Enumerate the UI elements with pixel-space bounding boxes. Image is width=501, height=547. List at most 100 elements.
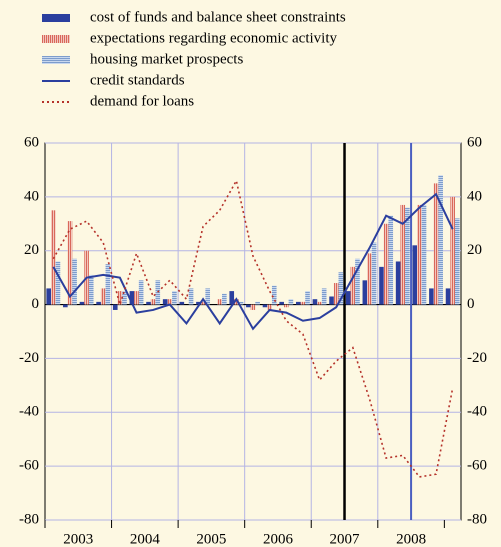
y2-tick-label: 0 xyxy=(467,296,475,312)
bar xyxy=(167,299,173,305)
y2-tick-label: -20 xyxy=(467,350,487,366)
bar xyxy=(333,283,339,305)
line xyxy=(52,178,454,478)
x-tick-label: 2006 xyxy=(263,531,294,547)
x-tick-label: 2004 xyxy=(130,531,161,547)
bar xyxy=(250,304,256,310)
y2-tick-label: 40 xyxy=(467,188,482,204)
bar xyxy=(155,280,161,305)
bar xyxy=(238,301,244,305)
bar xyxy=(79,301,85,305)
bar xyxy=(72,258,77,305)
bar xyxy=(134,291,139,305)
y-tick-label: 20 xyxy=(24,242,39,258)
bar xyxy=(312,299,318,305)
bar xyxy=(55,261,61,305)
bar xyxy=(267,304,272,310)
bar xyxy=(105,264,111,305)
bar xyxy=(222,293,227,305)
bar xyxy=(179,301,185,305)
bar xyxy=(100,288,106,305)
y-tick-label: 0 xyxy=(32,296,40,312)
line xyxy=(52,192,454,331)
y2-tick-label: -60 xyxy=(467,458,487,474)
bar xyxy=(300,301,306,305)
bar xyxy=(288,299,294,305)
plot-area xyxy=(44,142,462,521)
bar xyxy=(262,304,268,308)
legend-label: cost of funds and balance sheet constrai… xyxy=(90,9,346,25)
bar xyxy=(162,299,168,305)
bar xyxy=(172,291,177,305)
bar xyxy=(96,301,101,305)
x-tick-label: 2008 xyxy=(396,531,426,547)
bar xyxy=(305,291,310,305)
bar xyxy=(429,288,434,305)
legend-swatch xyxy=(42,14,70,22)
legend-label: expectations regarding economic activity xyxy=(90,30,337,46)
bar xyxy=(117,291,123,305)
bar xyxy=(112,304,118,310)
legend-label: demand for loans xyxy=(90,93,194,109)
y-tick-label: -40 xyxy=(19,404,39,420)
y2-tick-label: -80 xyxy=(467,511,487,527)
bar xyxy=(317,301,322,305)
x-tick-label: 2007 xyxy=(330,531,361,547)
y-tick-label: 60 xyxy=(24,134,39,150)
bar xyxy=(67,221,73,305)
bar xyxy=(379,266,384,305)
bar xyxy=(255,301,260,305)
bar xyxy=(295,301,301,305)
bar xyxy=(395,261,401,305)
bar xyxy=(345,291,351,305)
bar xyxy=(412,245,418,305)
bar xyxy=(450,196,455,305)
y2-tick-label: 20 xyxy=(467,242,482,258)
bar xyxy=(246,304,251,308)
bar xyxy=(63,304,68,308)
bar xyxy=(362,280,368,305)
bar xyxy=(122,291,127,305)
bar xyxy=(405,207,410,305)
bar xyxy=(150,299,156,305)
x-tick-label: 2003 xyxy=(63,531,93,547)
bar xyxy=(350,266,356,305)
bar xyxy=(129,291,135,305)
y2-tick-label: -40 xyxy=(467,404,487,420)
bar xyxy=(229,291,235,305)
bar xyxy=(438,175,443,305)
bar xyxy=(188,288,194,305)
legend-label: credit standards xyxy=(90,72,185,88)
y-tick-label: -20 xyxy=(19,350,39,366)
bar xyxy=(200,301,206,305)
bar xyxy=(338,272,344,305)
bar xyxy=(367,253,372,305)
bar xyxy=(321,288,327,305)
bar xyxy=(417,204,422,305)
bar xyxy=(146,301,151,305)
bar xyxy=(421,204,427,305)
bar xyxy=(400,204,406,305)
bar xyxy=(371,242,377,305)
bar xyxy=(271,285,277,305)
bar xyxy=(234,299,239,305)
bar xyxy=(329,296,334,305)
legend-swatch xyxy=(42,35,70,43)
bar xyxy=(445,288,451,305)
bar xyxy=(46,288,52,305)
bar xyxy=(283,304,289,308)
y-tick-label: -60 xyxy=(19,458,39,474)
bar xyxy=(383,223,389,305)
bar xyxy=(196,301,201,305)
y-tick-label: -80 xyxy=(19,511,39,527)
bar xyxy=(355,258,360,305)
bar xyxy=(279,301,284,305)
legend-label: housing market prospects xyxy=(90,51,243,67)
bar xyxy=(205,288,211,305)
legend-swatch xyxy=(42,56,70,64)
bar xyxy=(88,274,94,305)
bar xyxy=(388,215,394,305)
x-tick-label: 2005 xyxy=(196,531,226,547)
bar xyxy=(433,183,439,305)
